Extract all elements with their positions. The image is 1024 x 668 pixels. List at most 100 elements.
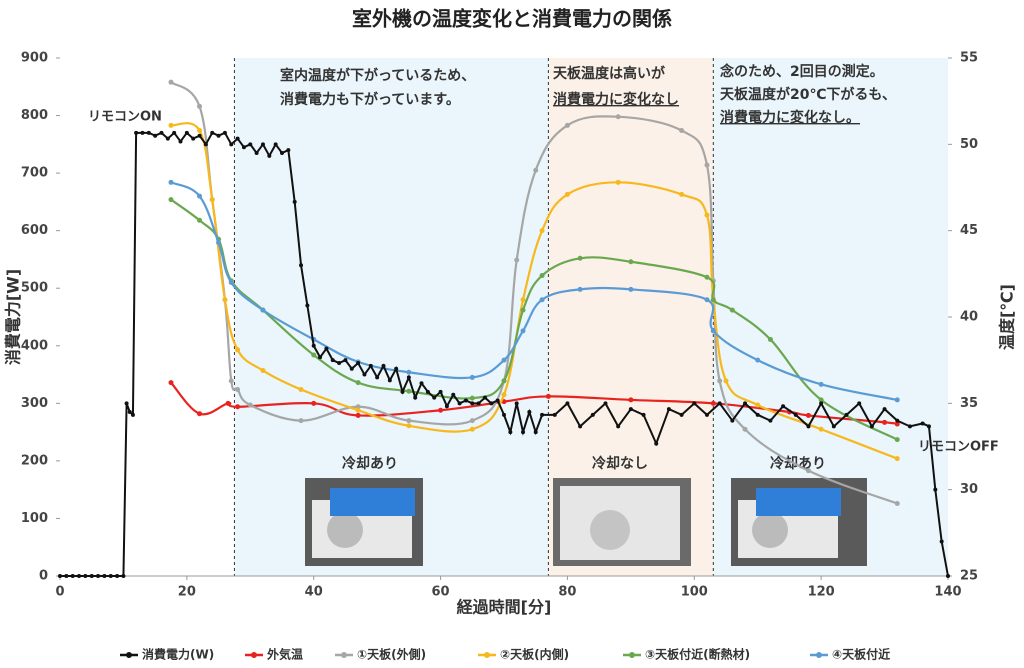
data-point <box>457 401 462 406</box>
region-label: 冷却あり <box>770 455 826 472</box>
data-point <box>469 374 475 380</box>
data-point <box>907 424 912 429</box>
data-point <box>654 441 659 446</box>
y-tick-label: 100 <box>21 511 48 526</box>
data-point <box>168 197 174 203</box>
y2-tick-label: 45 <box>960 223 978 238</box>
y-tick-label: 300 <box>21 396 48 411</box>
data-point <box>292 199 297 204</box>
data-point <box>894 437 900 443</box>
data-point <box>679 412 684 417</box>
data-point <box>197 103 203 109</box>
data-point <box>419 381 424 386</box>
x-tick-label: 80 <box>558 585 576 600</box>
data-point <box>355 407 361 413</box>
data-point <box>228 378 234 384</box>
data-point <box>406 423 412 429</box>
data-point <box>146 130 151 135</box>
data-point <box>520 328 526 334</box>
legend-dot <box>816 652 822 658</box>
data-point <box>564 122 570 128</box>
y-tick-label: 600 <box>21 223 48 238</box>
y2-tick-label: 40 <box>960 310 978 325</box>
data-point <box>520 307 526 313</box>
data-point <box>225 400 231 406</box>
data-point <box>552 412 557 417</box>
data-point <box>577 286 583 292</box>
y-tick-label: 800 <box>21 108 48 123</box>
data-point <box>235 387 241 393</box>
data-point <box>311 352 317 358</box>
ice-pack <box>330 488 415 516</box>
data-point <box>920 421 925 426</box>
data-point <box>305 303 310 308</box>
data-point <box>533 167 539 173</box>
data-point <box>337 361 342 366</box>
data-point <box>168 179 174 185</box>
data-point <box>710 297 716 303</box>
data-point <box>679 128 685 134</box>
data-point <box>311 343 316 348</box>
data-point <box>349 366 354 371</box>
data-point <box>869 424 874 429</box>
data-point <box>184 130 189 135</box>
annotation: リモコンOFF <box>918 440 999 455</box>
data-point <box>381 363 386 368</box>
data-point <box>425 389 430 394</box>
data-point <box>140 130 145 135</box>
data-point <box>355 380 361 386</box>
data-point <box>476 401 481 406</box>
data-point <box>882 407 887 412</box>
data-point <box>742 426 748 432</box>
data-point <box>793 412 798 417</box>
data-point <box>406 369 412 375</box>
data-point <box>165 136 170 141</box>
data-point <box>298 387 304 393</box>
data-point <box>168 79 174 85</box>
data-point <box>628 286 634 292</box>
data-point <box>229 142 234 147</box>
data-point <box>514 401 519 406</box>
data-point <box>545 393 551 399</box>
data-point <box>755 357 761 363</box>
data-point <box>482 395 487 400</box>
x-tick-label: 0 <box>55 585 64 600</box>
data-point <box>178 139 183 144</box>
fan <box>327 512 363 548</box>
data-point <box>819 401 824 406</box>
annotation: 念のため、2回目の測定。 <box>719 63 884 80</box>
y-tick-label: 700 <box>21 166 48 181</box>
y-tick-label: 400 <box>21 338 48 353</box>
data-point <box>704 212 710 218</box>
data-point <box>406 375 411 380</box>
data-point <box>603 401 608 406</box>
data-point <box>375 375 380 380</box>
data-point <box>209 197 215 203</box>
data-point <box>469 426 475 432</box>
data-point <box>96 574 101 578</box>
data-point <box>704 412 709 417</box>
data-point <box>77 574 82 578</box>
data-point <box>311 400 317 406</box>
data-point <box>368 363 373 368</box>
data-point <box>615 114 621 120</box>
data-point <box>197 217 203 223</box>
data-point <box>134 130 139 135</box>
data-point <box>895 418 900 423</box>
legend-label: ①天板(外側) <box>357 647 426 662</box>
data-point <box>946 574 950 578</box>
data-point <box>729 307 735 313</box>
photos <box>305 478 867 566</box>
annotation: 消費電力も下がっています。 <box>280 91 460 108</box>
data-point <box>628 397 634 403</box>
data-point <box>299 263 304 268</box>
data-point <box>717 378 723 384</box>
data-point <box>469 395 475 401</box>
data-point <box>324 346 329 351</box>
data-point <box>894 456 900 462</box>
data-point <box>805 468 811 474</box>
legend-dot <box>251 652 257 658</box>
data-point <box>89 574 94 578</box>
data-point <box>768 418 773 423</box>
data-point <box>539 273 545 279</box>
